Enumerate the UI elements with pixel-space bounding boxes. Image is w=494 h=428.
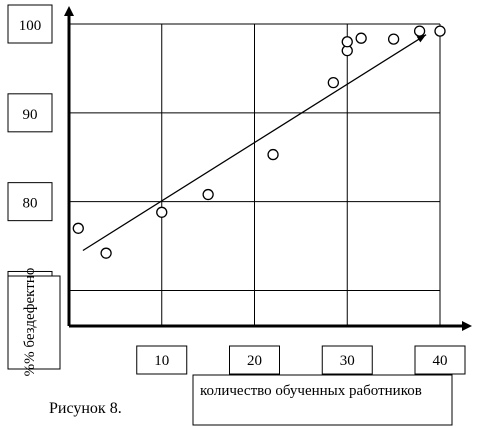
chart-axes (64, 6, 472, 331)
data-point (267, 148, 279, 161)
y-tick-label: 90 (23, 107, 38, 123)
y-tick-labels: 708090100 (7, 4, 53, 310)
y-axis-arrow (64, 6, 74, 16)
x-tick-label: 30 (340, 353, 355, 369)
data-points (72, 25, 446, 259)
y-axis-label-box: %% бездефектно (7, 268, 61, 377)
y-tick-label: 100 (19, 18, 42, 34)
y-tick-box (7, 93, 53, 133)
data-point (202, 188, 214, 201)
x-tick-box (321, 345, 373, 375)
y-axis-label: %% бездефектно (22, 268, 38, 377)
figure-caption: Рисунок 8. (49, 400, 122, 417)
x-tick-box (414, 345, 466, 375)
data-point (100, 247, 112, 259)
x-tick-label: 40 (433, 353, 448, 369)
data-point (341, 36, 353, 48)
data-point (434, 25, 446, 37)
trend-line (82, 34, 427, 252)
x-axis-label: количество обученных работников (200, 383, 422, 399)
x-axis-arrow (462, 321, 472, 331)
data-point (387, 33, 400, 45)
data-point (355, 32, 367, 44)
x-tick-box (229, 345, 280, 375)
data-point (156, 206, 168, 218)
y-tick-label: 80 (23, 196, 38, 212)
data-point (413, 25, 426, 37)
x-tick-label: 10 (154, 353, 169, 369)
x-tick-labels: 10 20 30 40 (136, 345, 466, 375)
chart-grid (69, 23, 441, 326)
y-tick-box (7, 182, 53, 222)
data-point (72, 222, 84, 234)
x-tick-box (136, 345, 188, 375)
y-tick-box (7, 4, 53, 44)
x-tick-label: 20 (247, 353, 262, 369)
x-axis-label-box: количество обученных работников (192, 374, 453, 426)
data-point (327, 76, 339, 89)
